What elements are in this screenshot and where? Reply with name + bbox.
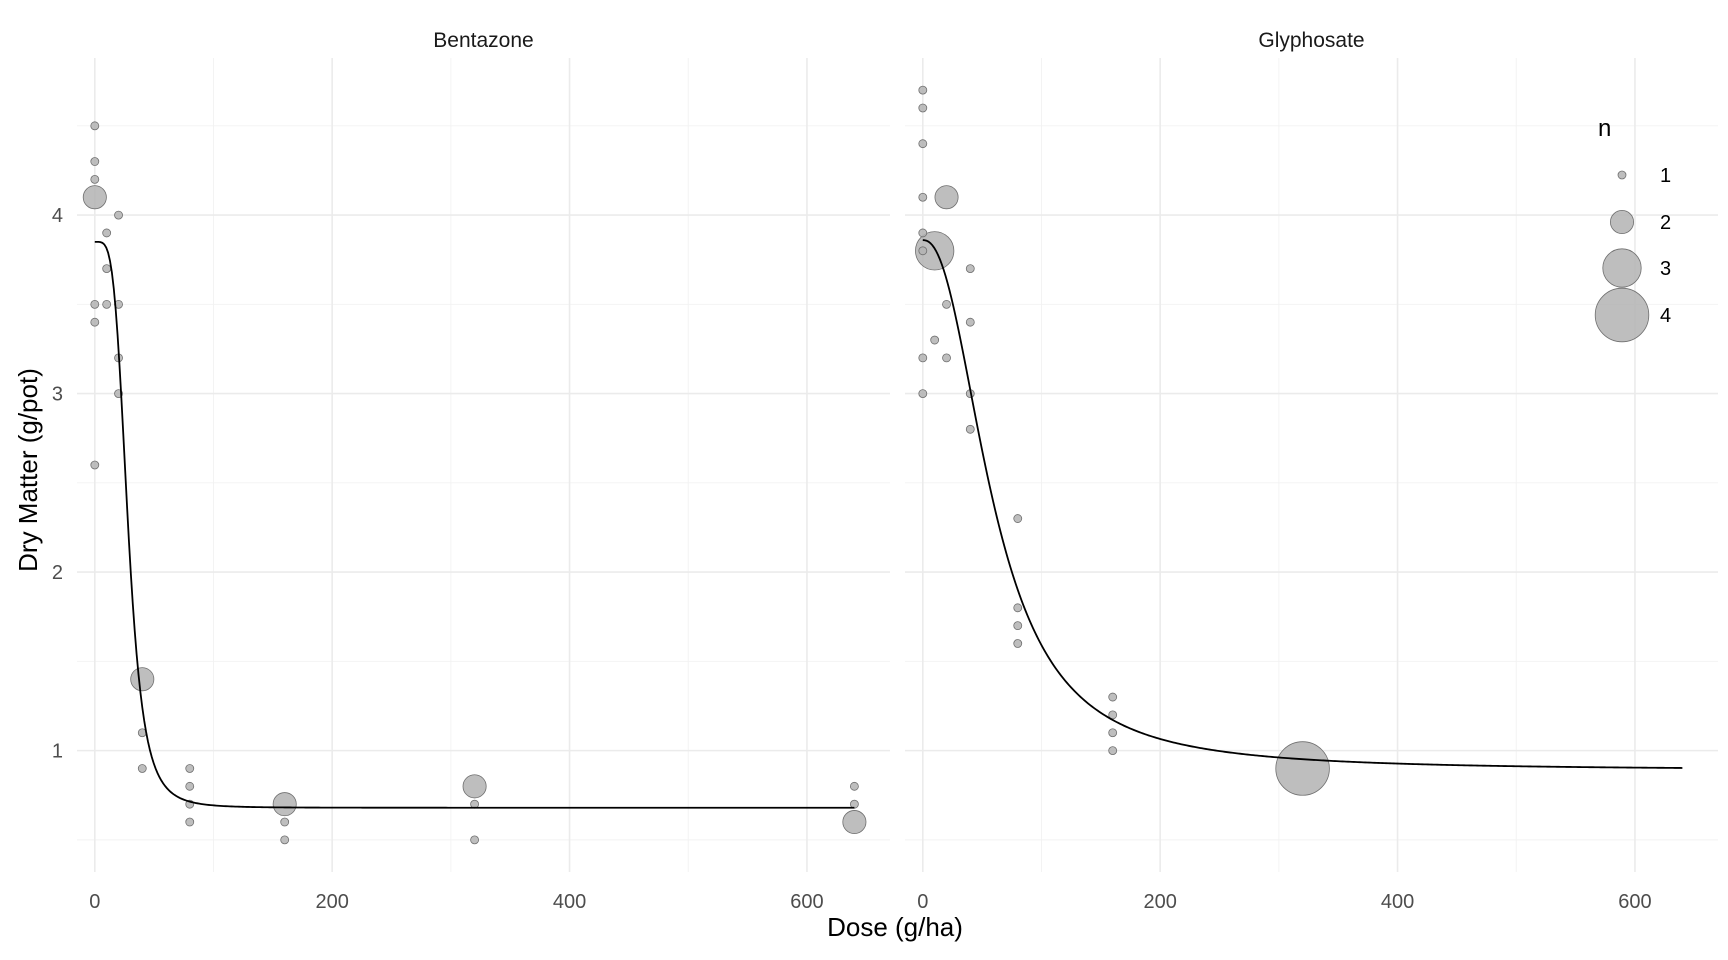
data-point <box>965 424 975 434</box>
legend-entry: 3 <box>1602 248 1671 288</box>
legend-key <box>1617 170 1627 180</box>
data-point <box>918 228 928 238</box>
legend-entry: 1 <box>1617 165 1671 187</box>
x-tick-label: 0 <box>89 891 100 913</box>
data-point <box>137 764 147 773</box>
x-tick-label: 200 <box>315 891 348 913</box>
legend-label: 3 <box>1660 258 1671 280</box>
x-tick-label: 400 <box>553 891 586 913</box>
data-point <box>102 228 112 238</box>
data-point <box>849 799 859 809</box>
legend-label: 1 <box>1660 165 1671 187</box>
data-point <box>849 781 859 791</box>
data-point <box>280 817 290 827</box>
data-point <box>1275 741 1330 796</box>
data-point <box>918 85 928 95</box>
data-point <box>918 103 928 113</box>
y-tick-label: 3 <box>52 384 63 406</box>
y-tick-label: 4 <box>52 205 63 227</box>
data-point <box>1013 639 1023 648</box>
facet-label: Bentazone <box>433 29 533 52</box>
y-axis-title: Dry Matter (g/pot) <box>13 368 43 572</box>
data-point <box>280 835 290 845</box>
data-point <box>965 264 975 274</box>
x-tick-label: 400 <box>1381 891 1414 913</box>
x-tick-label: 600 <box>790 891 823 913</box>
data-point <box>90 299 100 309</box>
data-point <box>965 317 975 327</box>
facet-label: Glyphosate <box>1258 29 1364 52</box>
data-point <box>934 185 959 210</box>
data-point <box>82 185 107 210</box>
x-axis-title: Dose (g/ha) <box>827 912 963 942</box>
data-point <box>114 210 123 220</box>
data-point <box>185 781 195 791</box>
legend-entry: 4 <box>1594 287 1671 343</box>
fitted-curve <box>94 240 855 809</box>
data-point <box>102 264 112 274</box>
data-point <box>1013 514 1023 523</box>
panel-glyphosate: Glyphosate 0 200 400 600 <box>905 29 1718 913</box>
data-point <box>918 192 928 202</box>
y-tick-label: 2 <box>52 562 63 584</box>
data-point <box>90 121 100 131</box>
legend-label: 4 <box>1660 305 1671 327</box>
data-point <box>185 817 195 827</box>
x-tick-label: 0 <box>917 891 928 913</box>
data-point <box>90 460 100 470</box>
data-point <box>1013 603 1023 613</box>
data-point <box>1108 746 1118 756</box>
data-point <box>272 792 297 817</box>
legend-key <box>1610 209 1635 234</box>
data-point <box>918 353 928 363</box>
panels-layer: Bentazone 0 200 400 600 1 2 3 4 Glyphosate 0 200 400… <box>52 29 1718 913</box>
data-point <box>130 667 155 692</box>
x-tick-label: 200 <box>1143 891 1176 913</box>
data-point <box>1013 621 1023 631</box>
data-point <box>90 157 100 166</box>
legend-label: 2 <box>1660 212 1671 234</box>
legend-key <box>1594 287 1650 343</box>
data-point <box>470 835 479 845</box>
data-point <box>930 335 940 345</box>
data-point <box>942 299 951 309</box>
data-point <box>842 810 867 835</box>
data-point <box>90 317 100 327</box>
panel-bentazone: Bentazone 0 200 400 600 1 2 3 4 <box>52 29 890 913</box>
data-point <box>918 246 928 256</box>
data-point <box>918 139 928 149</box>
size-legend: n 1 2 3 4 <box>1594 115 1671 343</box>
x-tick-label: 600 <box>1618 891 1651 913</box>
data-point <box>942 353 951 363</box>
data-point <box>1108 692 1118 702</box>
data-point <box>462 774 487 799</box>
y-tick-label: 1 <box>52 741 63 763</box>
legend-key <box>1602 248 1642 288</box>
fitted-curve <box>922 239 1683 769</box>
data-point <box>918 389 928 398</box>
data-point <box>185 764 195 773</box>
legend-entry: 2 <box>1610 209 1671 234</box>
data-point <box>90 174 100 184</box>
legend-title: n <box>1598 115 1611 142</box>
data-point <box>102 299 112 309</box>
data-point <box>1108 710 1118 720</box>
data-point <box>1108 728 1118 738</box>
